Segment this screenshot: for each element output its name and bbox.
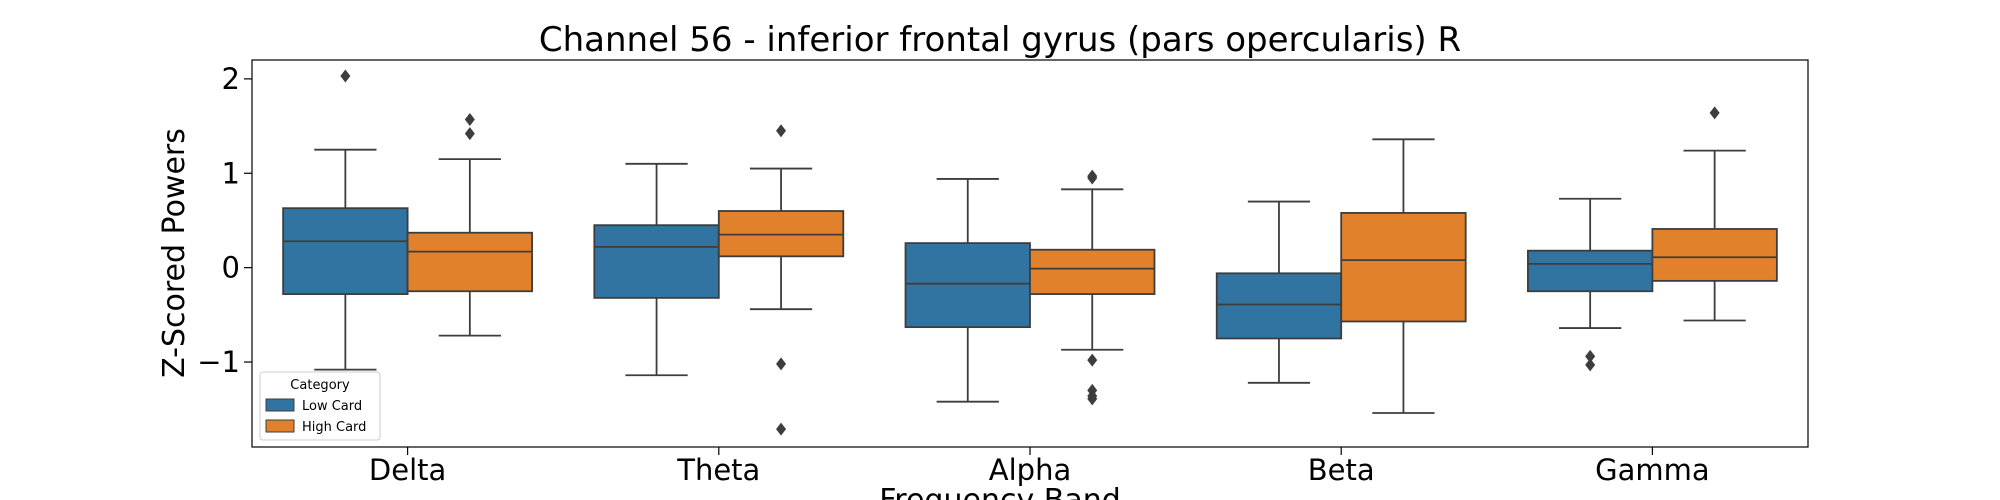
chart-title: Channel 56 - inferior frontal gyrus (par… — [539, 20, 1461, 60]
outlier-point — [776, 422, 787, 436]
box-high-card-theta — [717, 124, 845, 436]
legend-swatch — [265, 419, 295, 433]
legend-label: Low Card — [302, 399, 362, 414]
box-high-card-alpha — [1029, 169, 1156, 406]
outlier-point — [1709, 106, 1720, 120]
iqr-box — [1215, 272, 1343, 340]
box-low-card-gamma — [1527, 197, 1654, 372]
outlier-point — [464, 112, 475, 126]
iqr-box — [904, 242, 1031, 329]
x-axis-label: Frequency Band — [879, 483, 1121, 500]
box-low-card-beta — [1215, 200, 1343, 384]
box-low-card-delta — [282, 69, 409, 371]
y-tick-label: 2 — [222, 62, 240, 96]
outlier-point — [1087, 171, 1098, 185]
box-low-card-alpha — [904, 178, 1031, 403]
box-high-card-delta — [406, 112, 533, 337]
iqr-box — [282, 207, 409, 295]
box-high-card-beta — [1340, 138, 1467, 414]
y-axis-label: Z-Scored Powers — [157, 128, 192, 378]
iqr-box — [1029, 248, 1156, 295]
outlier-point — [1585, 358, 1596, 372]
outlier-point — [340, 69, 351, 83]
iqr-box — [406, 231, 533, 293]
outlier-point — [1585, 349, 1596, 363]
x-tick-label: Theta — [676, 453, 760, 487]
y-tick-label: 0 — [222, 251, 240, 285]
iqr-box — [1340, 212, 1467, 323]
y-tick-label: −1 — [197, 345, 240, 379]
outlier-point — [776, 124, 787, 138]
y-tick-label: 1 — [222, 156, 240, 190]
iqr-box — [1527, 249, 1654, 293]
box-high-card-gamma — [1651, 106, 1778, 322]
x-tick-label: Delta — [369, 453, 446, 487]
x-tick-label: Beta — [1308, 453, 1375, 487]
plot-area — [282, 69, 1778, 436]
x-tick-label: Alpha — [989, 453, 1071, 487]
iqr-box — [593, 224, 720, 299]
legend: Category Low Card High Card — [259, 371, 381, 441]
legend-label: High Card — [302, 420, 366, 435]
legend-swatch — [265, 398, 295, 412]
axes: −1 0 1 2 Delta Theta Alpha Beta Gamma — [197, 59, 1809, 487]
outlier-point — [776, 357, 787, 371]
outlier-point — [1087, 392, 1098, 406]
outlier-point — [464, 127, 475, 141]
iqr-box — [1651, 228, 1778, 282]
outlier-point — [1087, 353, 1098, 367]
iqr-box — [717, 210, 845, 258]
x-tick-label: Gamma — [1595, 453, 1710, 487]
legend-title: Category — [290, 378, 350, 393]
box-low-card-theta — [593, 162, 720, 377]
